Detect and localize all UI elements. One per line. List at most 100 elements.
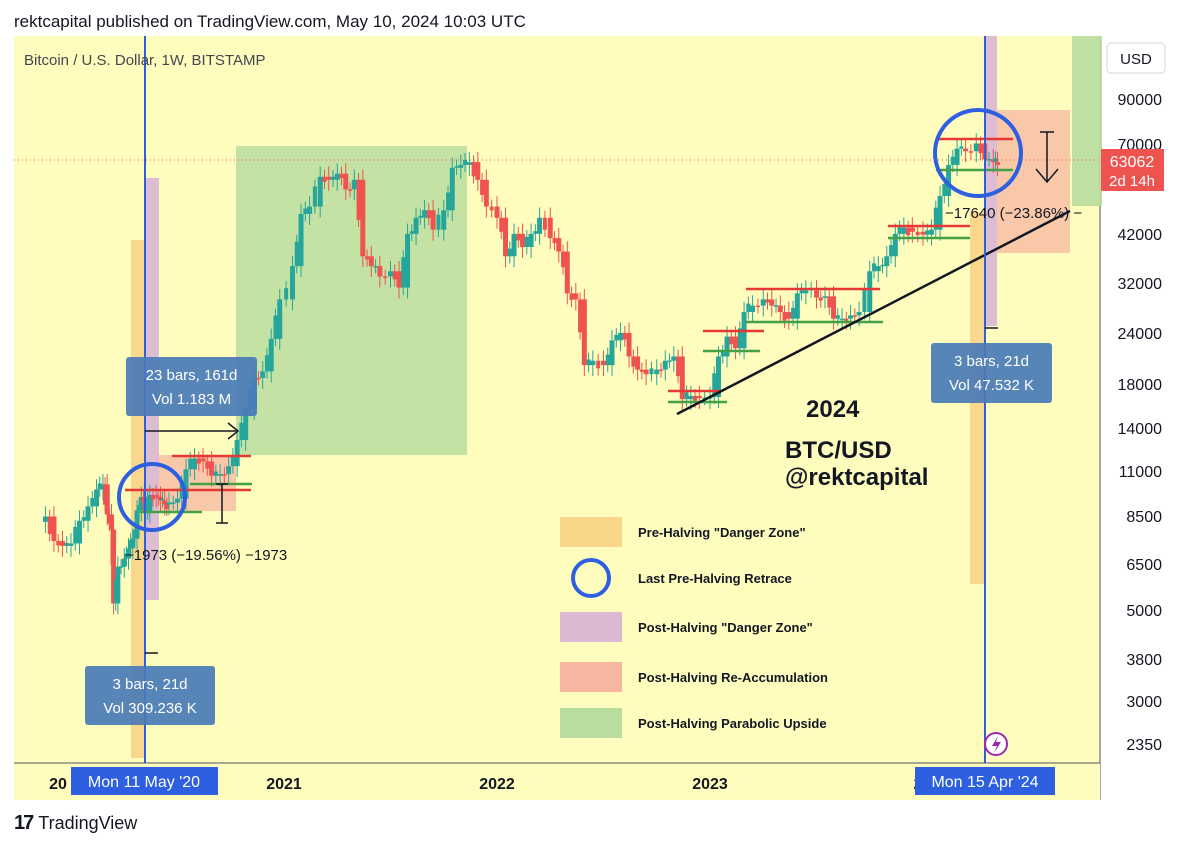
candle-body [990, 159, 996, 163]
x-tick-label: 2021 [266, 776, 302, 793]
candle-body [511, 233, 517, 257]
candle-body [85, 506, 91, 521]
candle-body [81, 517, 86, 521]
candle [356, 172, 361, 228]
candle-body [649, 368, 654, 375]
candle-body [121, 558, 127, 567]
candle [950, 149, 955, 173]
candle-body [889, 245, 894, 257]
candle-body [373, 266, 378, 268]
candle [322, 169, 327, 190]
candle-body [175, 498, 180, 503]
halving-date-label: Mon 15 Apr '24 [931, 774, 1038, 791]
candle-body [942, 184, 947, 197]
candle [716, 346, 722, 408]
candle [56, 534, 61, 553]
candle [803, 280, 809, 305]
candle-body [872, 263, 877, 272]
candle [963, 138, 969, 163]
candle-body [547, 217, 553, 239]
candle-body [77, 520, 83, 544]
candle-body [542, 217, 547, 230]
y-tick-label: 5000 [1126, 603, 1162, 620]
candle-body [471, 162, 476, 177]
candle-body [746, 303, 751, 313]
candle [511, 223, 517, 268]
candle-body [569, 293, 574, 300]
candle-body [880, 264, 885, 267]
candle-body [760, 299, 766, 306]
candle-body [654, 369, 660, 375]
candle-body [915, 231, 920, 236]
candle [330, 169, 335, 188]
candle-body [733, 336, 739, 349]
candle [454, 159, 459, 176]
candle-body [277, 299, 283, 339]
candle-body [755, 305, 760, 308]
legend-swatch [560, 662, 622, 692]
candle [601, 350, 606, 377]
candle-body [831, 296, 837, 319]
candle-body [164, 504, 169, 509]
current-price-tag [1101, 149, 1164, 191]
candle-body [151, 494, 156, 500]
candle-body [662, 360, 668, 370]
retrace-label-2024: −17640 (−23.86%) − [945, 205, 1082, 222]
candle-body [264, 355, 269, 372]
candle-body [42, 516, 48, 522]
tradingview-logo-icon: 17 [14, 812, 34, 834]
candle-body [56, 541, 61, 546]
candle [547, 207, 553, 250]
candle [581, 289, 587, 377]
candle-body [564, 251, 570, 294]
candle-body [59, 541, 65, 546]
candle-body [573, 293, 579, 300]
candle-body [108, 514, 114, 530]
candle [875, 255, 881, 283]
candle [458, 154, 464, 179]
candle-body [856, 312, 862, 316]
candle [827, 289, 832, 315]
candle [392, 264, 397, 287]
legend-circle-icon [571, 558, 611, 598]
candle [334, 163, 340, 191]
measure-box [126, 357, 257, 416]
candle-body [552, 238, 557, 244]
candle-body [401, 257, 406, 288]
candle-body [64, 542, 69, 546]
candle [635, 346, 641, 381]
candle-body [794, 293, 800, 319]
publish-info: rektcapital published on TradingView.com… [14, 12, 526, 31]
candle-body [791, 307, 796, 319]
candle [946, 154, 952, 208]
candle-body [383, 276, 388, 279]
candle [409, 224, 414, 242]
candle [373, 259, 378, 274]
currency-button [1106, 42, 1166, 74]
candle-body [639, 369, 644, 372]
candle-body [153, 494, 159, 497]
candle [64, 535, 69, 554]
candle [631, 349, 636, 374]
candle-body [839, 318, 845, 321]
tradingview-brand[interactable]: TradingView [38, 813, 138, 833]
candle [968, 144, 973, 160]
candle [590, 350, 596, 377]
parabolic-upside-zone-2024 [1072, 36, 1102, 206]
retrace-label-2020: −1973 (−19.56%) −1973 [125, 547, 287, 564]
candle-body [166, 502, 172, 505]
candle [867, 260, 873, 323]
legend-swatch [560, 612, 622, 642]
candle [676, 349, 681, 384]
candle [383, 269, 388, 285]
chart-title: Bitcoin / U.S. Dollar, 1W, BITSTAMP [24, 52, 265, 69]
candle [264, 348, 269, 379]
candle [418, 208, 423, 225]
candle-body [973, 143, 979, 152]
candle-body [339, 173, 344, 179]
candle [111, 519, 117, 615]
candle-body [226, 466, 232, 475]
candle [777, 295, 783, 323]
candle [852, 308, 857, 323]
